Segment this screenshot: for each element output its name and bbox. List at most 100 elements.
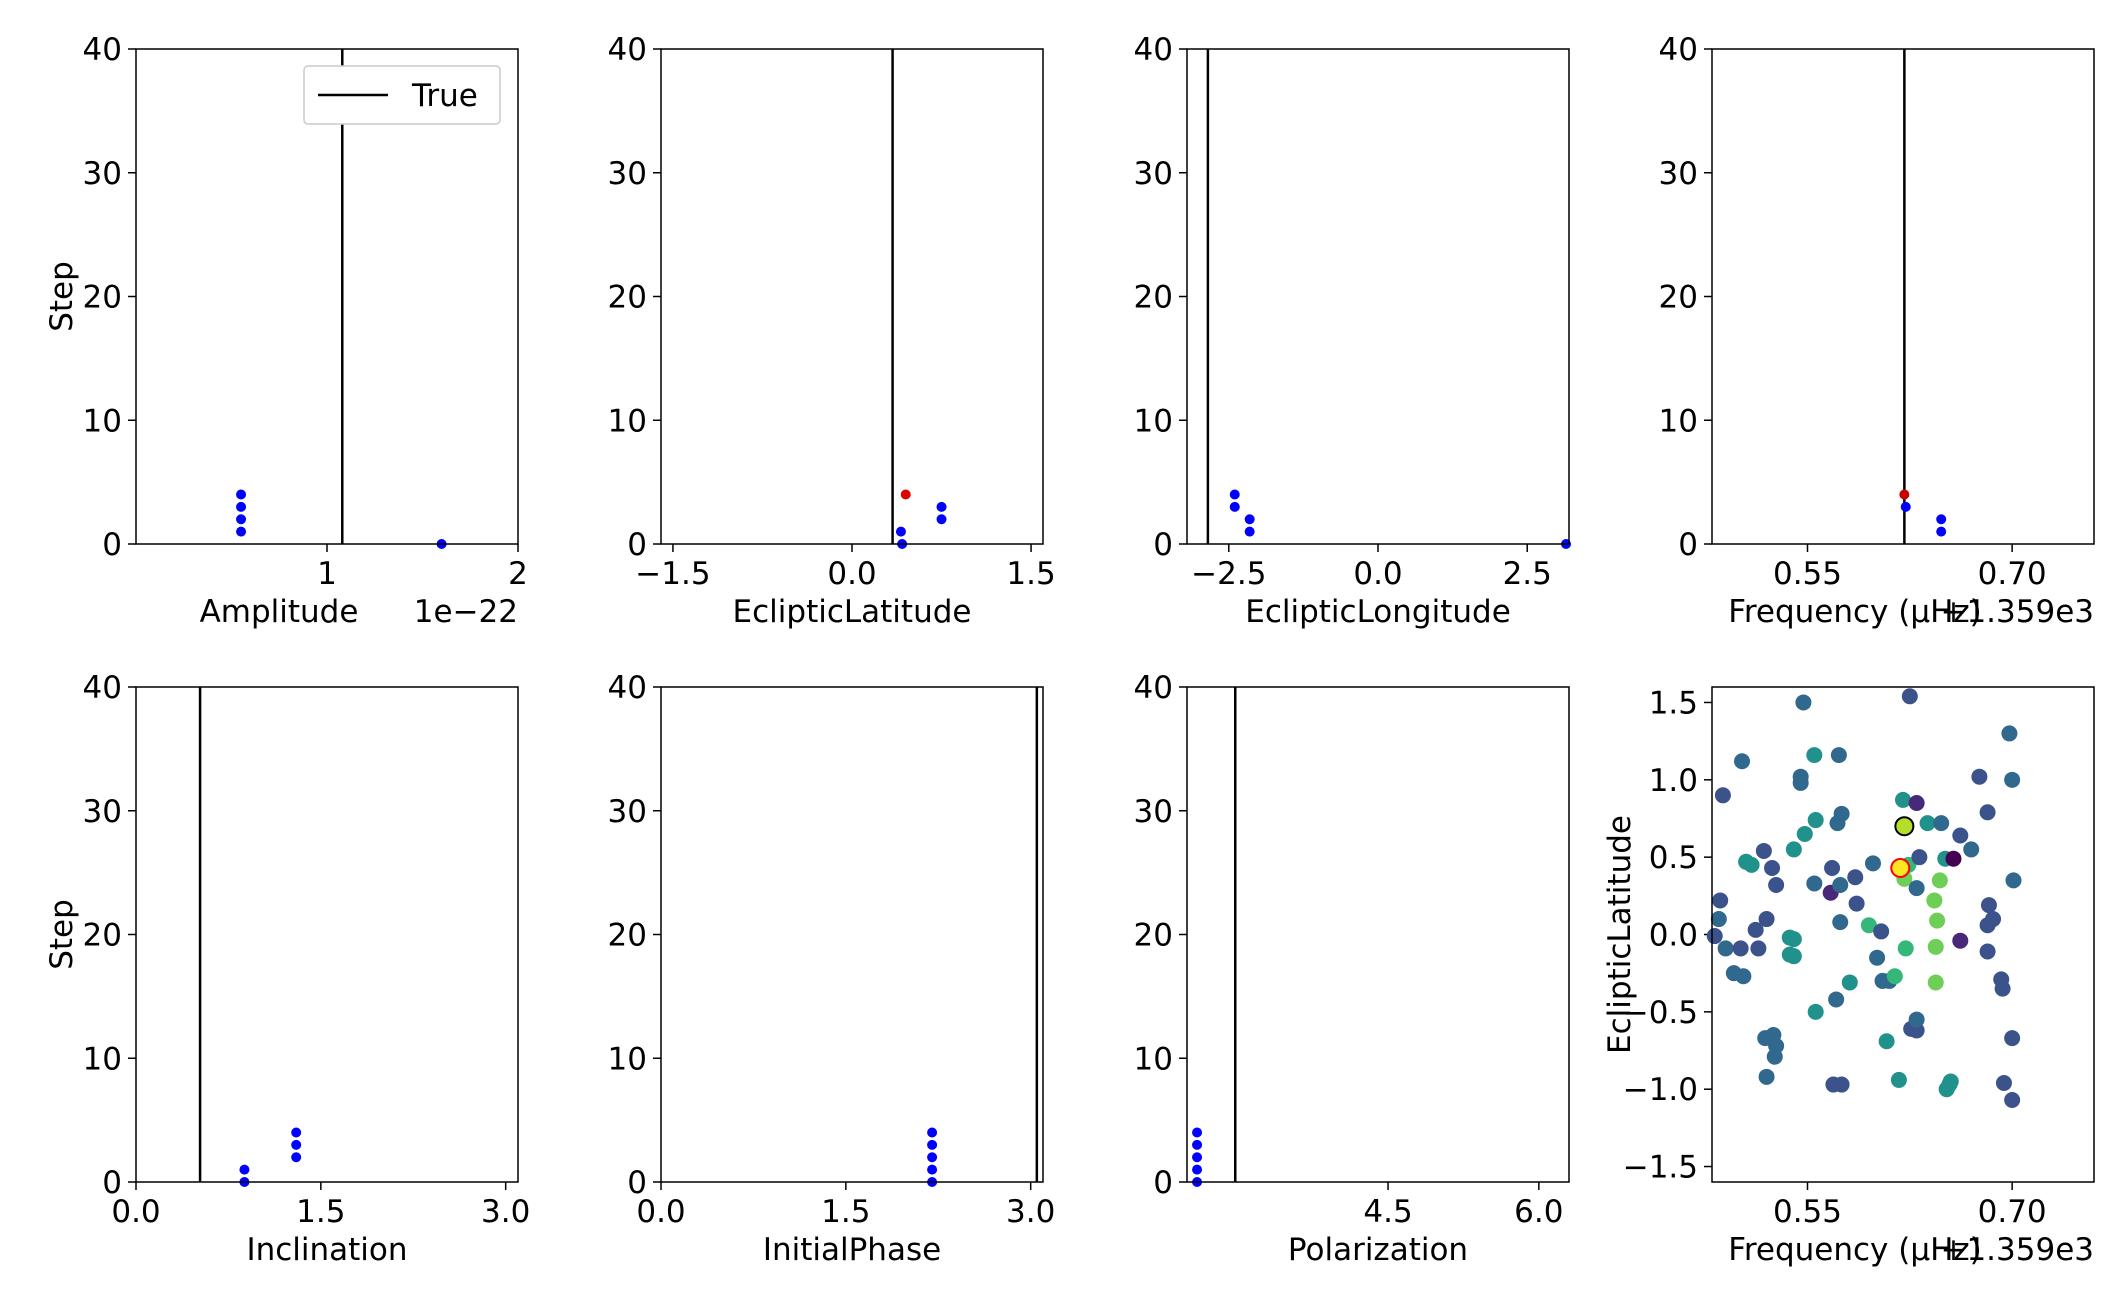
- scatter-point: [1908, 795, 1925, 812]
- chain-step-point: [1244, 514, 1255, 525]
- true-value-marker: [1894, 816, 1915, 837]
- scatter-point: [1785, 841, 1802, 858]
- chain-step-point: [1192, 1152, 1203, 1163]
- scatter-point: [1931, 872, 1948, 889]
- scatter-point: [1979, 804, 1996, 821]
- scatter-point: [2005, 872, 2022, 889]
- axes-frame: [1711, 48, 2095, 545]
- scatter-point: [1714, 787, 1731, 804]
- x-tick-label: 0.0: [827, 556, 876, 592]
- scatter-point: [1830, 747, 1847, 764]
- chain-step-point: [1229, 489, 1240, 500]
- y-tick-label: 20: [1134, 280, 1173, 316]
- scatter-point: [1985, 911, 2002, 928]
- panel-2: −1.5 0.0 1.5 0 10 20 30 40 EclipticLatitude: [608, 32, 1056, 630]
- y-tick-label: 30: [608, 794, 647, 830]
- scatter-point: [1717, 940, 1734, 957]
- scatter-point: [1929, 912, 1946, 929]
- panel-3: −2.5 0.0 2.5 0 10 20 30 40 EclipticLongitude: [1134, 32, 1572, 630]
- chain-step-point: [236, 501, 247, 512]
- y-tick-label: 40: [83, 670, 122, 706]
- y-tick-label: −1.5: [1623, 1150, 1698, 1186]
- x-axis-label: InitialPhase: [763, 1232, 941, 1268]
- chain-step-point: [1936, 526, 1947, 537]
- scatter-point: [1712, 892, 1729, 909]
- y-tick-label: 0: [627, 527, 647, 563]
- scatter-point: [1980, 897, 1997, 914]
- scatter-point: [2004, 771, 2021, 788]
- panel-8: 0.55 0.70 −1.5 −1.0 −0.5 0.0 0.5 1.0 1.5 Frequenc…: [1602, 685, 2095, 1268]
- scatter-point: [1758, 911, 1775, 928]
- scatter-point: [1952, 827, 1969, 844]
- chain-step-point: [927, 1139, 938, 1150]
- y-tick-label: 20: [1659, 280, 1698, 316]
- y-tick-label: 1.5: [1649, 685, 1698, 721]
- y-tick-label: 30: [1134, 156, 1173, 192]
- scatter-point: [1785, 948, 1802, 965]
- chain-step-point: [895, 526, 906, 537]
- axes-frame: [1186, 48, 1570, 545]
- chain-step-point: [236, 526, 247, 537]
- x-tick-label: 0.55: [1773, 556, 1842, 592]
- scatter-point: [1758, 1068, 1775, 1085]
- scatter-point: [1994, 980, 2011, 997]
- chain-step-point: [236, 489, 247, 500]
- y-tick-label: 0: [102, 527, 122, 563]
- x-tick-label: 1.5: [821, 1194, 870, 1230]
- scatter-point: [1807, 1003, 1824, 1020]
- y-tick-label: 30: [1659, 156, 1698, 192]
- panel-4: 0.55 0.70 0 10 20 30 40 Frequency (μHz)+1.359e3: [1659, 32, 2095, 630]
- axes-frame: [1186, 686, 1570, 1183]
- scatter-point: [2004, 1030, 2021, 1047]
- y-tick-label: 10: [1134, 403, 1173, 439]
- y-tick-label: 10: [83, 403, 122, 439]
- chain-step-point: [236, 514, 247, 525]
- scatter-point: [1927, 974, 1944, 991]
- scatter-point: [1706, 928, 1723, 945]
- x-tick-label: 0.70: [1978, 556, 2047, 592]
- x-tick-label: 2.5: [1503, 556, 1552, 592]
- y-tick-label: 40: [83, 32, 122, 68]
- y-tick-label: 0: [627, 1165, 647, 1201]
- y-tick-label: 30: [608, 156, 647, 192]
- chain-step-point: [927, 1127, 938, 1138]
- chain-step-point: [291, 1139, 302, 1150]
- y-tick-label: 30: [83, 156, 122, 192]
- scatter-point: [1755, 842, 1772, 859]
- scatter-point: [1945, 850, 1962, 867]
- x-tick-label: 0.0: [111, 1194, 160, 1230]
- scatter-point: [1952, 932, 1969, 949]
- chain-step-point: [291, 1127, 302, 1138]
- scatter-point: [1897, 940, 1914, 957]
- x-tick-label: −2.5: [1191, 556, 1266, 592]
- scatter-point: [1864, 855, 1881, 872]
- x-axis-label: EclipticLongitude: [1245, 594, 1511, 630]
- y-tick-label: 20: [1134, 918, 1173, 954]
- axes-frame: [660, 686, 1044, 1183]
- scatter-point: [1848, 895, 1865, 912]
- scatter-point: [1795, 694, 1812, 711]
- scatter-point: [1979, 943, 1996, 960]
- x-axis-label: EclipticLatitude: [733, 594, 972, 630]
- x-tick-label: 2: [508, 556, 528, 592]
- axes-frame: [1711, 686, 2095, 1183]
- scatter-point: [1941, 1076, 1958, 1093]
- scatter-point: [1768, 1037, 1785, 1054]
- scatter-point: [1873, 923, 1890, 940]
- chain-step-point: [239, 1164, 250, 1175]
- y-tick-label: 30: [1134, 794, 1173, 830]
- legend: True: [303, 65, 501, 125]
- panel-5: 0.0 1.5 3.0 0 10 20 30 40 Inclination Step: [44, 670, 530, 1268]
- x-axis-label: Polarization: [1288, 1232, 1468, 1268]
- scatter-point: [1911, 849, 1928, 866]
- x-tick-label: −1.5: [635, 556, 710, 592]
- axes-frame: [135, 686, 519, 1183]
- scatter-point: [1847, 869, 1864, 886]
- y-tick-label: 40: [608, 670, 647, 706]
- axes-frame: [660, 48, 1044, 545]
- scatter-point: [2004, 1092, 2021, 1109]
- chain-step-point: [1900, 501, 1911, 512]
- scatter-point: [1895, 791, 1911, 808]
- y-tick-label: 40: [1134, 32, 1173, 68]
- scatter-point: [1828, 991, 1845, 1008]
